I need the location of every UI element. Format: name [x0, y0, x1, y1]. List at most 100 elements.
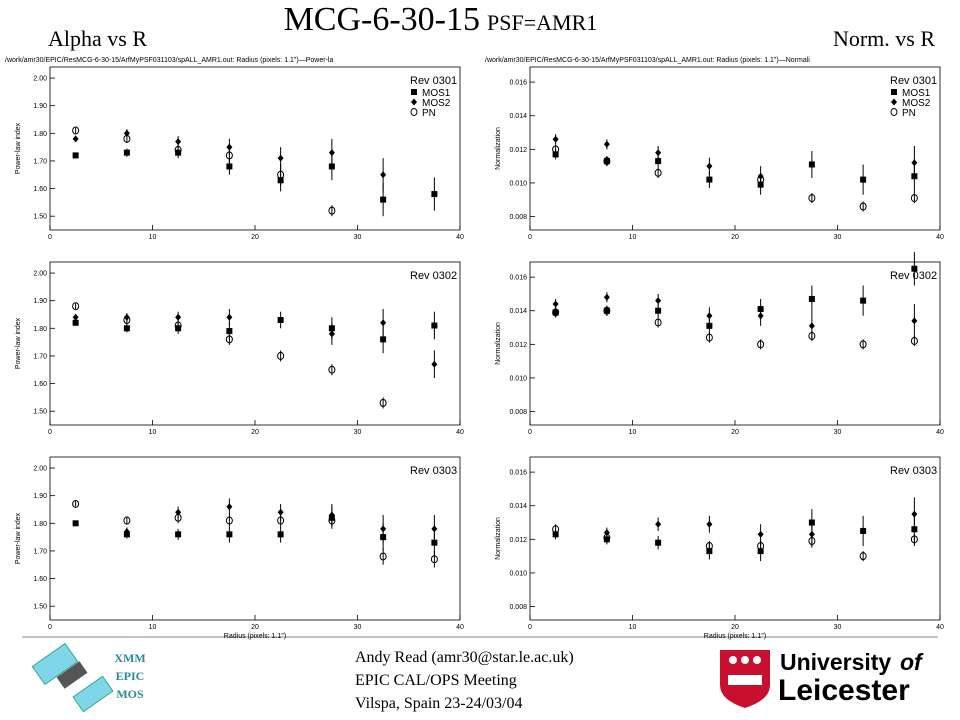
- y-axis-label: Normalization: [495, 322, 502, 365]
- y-tick-label: 1.80: [33, 521, 47, 528]
- marker-square: [808, 161, 815, 168]
- logo-text: University: [780, 649, 891, 675]
- marker-circle: [910, 535, 918, 544]
- marker-circle: [379, 398, 387, 407]
- logo-text: of: [900, 649, 924, 675]
- y-tick-label: 0.016: [509, 275, 527, 282]
- x-tick-label: 0: [528, 429, 532, 436]
- x-tick-label: 40: [936, 234, 944, 241]
- y-tick-label: 1.50: [33, 604, 47, 611]
- marker-circle: [859, 552, 867, 561]
- y-tick-label: 2.00: [33, 76, 47, 83]
- marker-square: [380, 196, 387, 203]
- marker-circle: [72, 302, 80, 311]
- marker-square: [911, 265, 918, 272]
- x-tick-label: 30: [834, 624, 842, 631]
- marker-circle: [603, 306, 611, 315]
- y-tick-label: 0.008: [509, 214, 527, 221]
- legend-label: MOS1: [902, 88, 931, 99]
- x-tick-label: 40: [936, 429, 944, 436]
- x-tick-label: 10: [629, 234, 637, 241]
- marker-diamond: [808, 322, 815, 330]
- marker-square: [655, 539, 662, 546]
- marker-diamond: [603, 293, 610, 301]
- marker-square: [277, 531, 284, 538]
- x-tick-label: 20: [731, 234, 739, 241]
- footer-line: Andy Read (amr30@star.le.ac.uk): [355, 649, 574, 666]
- x-tick-label: 20: [251, 624, 259, 631]
- marker-square: [72, 520, 79, 527]
- annotation: Rev 0303: [410, 465, 457, 477]
- y-tick-label: 2.00: [33, 271, 47, 278]
- marker-circle: [174, 321, 182, 330]
- y-tick-label: 0.010: [509, 375, 527, 382]
- marker-circle: [552, 525, 560, 534]
- y-tick-label: 0.016: [509, 80, 527, 87]
- x-tick-label: 20: [731, 624, 739, 631]
- marker-diamond: [123, 129, 130, 137]
- marker-circle: [174, 513, 182, 522]
- x-tick-label: 30: [354, 234, 362, 241]
- y-axis-label: Power-law index: [15, 317, 22, 369]
- marker-diamond: [380, 171, 387, 179]
- annotation: Rev 0303: [890, 465, 937, 477]
- marker-circle: [705, 542, 713, 551]
- y-tick-label: 0.014: [509, 113, 527, 120]
- annotation: Rev 0302: [410, 270, 457, 282]
- marker-circle: [552, 145, 560, 154]
- marker-circle: [757, 340, 765, 349]
- x-tick-label: 30: [354, 429, 362, 436]
- y-tick-label: 1.90: [33, 298, 47, 305]
- marker-circle: [379, 552, 387, 561]
- footer-line: Vilspa, Spain 23-24/03/04: [355, 695, 522, 712]
- x-tick-label: 0: [528, 624, 532, 631]
- marker-circle: [603, 533, 611, 542]
- marker-circle: [123, 516, 131, 525]
- legend-label: PN: [422, 108, 436, 119]
- marker-circle: [72, 499, 80, 508]
- marker-circle: [174, 145, 182, 154]
- badge-line: MOS: [116, 687, 144, 701]
- x-tick-label: 20: [731, 429, 739, 436]
- legend-label: MOS2: [422, 98, 451, 109]
- y-tick-label: 1.50: [33, 409, 47, 416]
- marker-diamond: [380, 525, 387, 533]
- x-tick-label: 0: [528, 234, 532, 241]
- x-tick-label: 10: [629, 429, 637, 436]
- marker-diamond: [72, 313, 79, 321]
- marker-diamond: [655, 520, 662, 528]
- marker-diamond: [431, 525, 438, 533]
- marker-circle: [410, 108, 418, 116]
- marker-square: [411, 89, 417, 95]
- y-tick-label: 2.00: [33, 466, 47, 473]
- x-tick-label: 0: [48, 624, 52, 631]
- annotation: Rev 0301: [890, 75, 937, 87]
- y-tick-label: 1.70: [33, 353, 47, 360]
- marker-diamond: [911, 317, 918, 325]
- chart-panel: 0 10 20 30 40 0.008 0.010 0.012 0.014 0.016 Normal…: [495, 251, 944, 436]
- marker-circle: [277, 170, 285, 179]
- marker-circle: [910, 336, 918, 345]
- marker-square: [226, 531, 233, 538]
- marker-diamond: [123, 528, 130, 536]
- marker-circle: [705, 333, 713, 342]
- marker-square: [175, 531, 182, 538]
- marker-diamond: [655, 149, 662, 157]
- marker-circle: [123, 134, 131, 143]
- y-tick-label: 1.60: [33, 186, 47, 193]
- x-tick-label: 40: [456, 429, 464, 436]
- y-axis-label: Power-law index: [15, 512, 22, 564]
- y-axis-label: Normalization: [495, 127, 502, 170]
- marker-square: [226, 163, 233, 170]
- marker-diamond: [431, 360, 438, 368]
- y-tick-label: 0.010: [509, 180, 527, 187]
- marker-circle: [859, 340, 867, 349]
- marker-square: [72, 319, 79, 326]
- y-tick-label: 0.008: [509, 604, 527, 611]
- marker-circle: [123, 316, 131, 325]
- x-tick-label: 10: [149, 624, 157, 631]
- slide-title: MCG-6-30-15: [284, 1, 480, 38]
- marker-square: [860, 527, 867, 534]
- x-tick-label: 30: [834, 429, 842, 436]
